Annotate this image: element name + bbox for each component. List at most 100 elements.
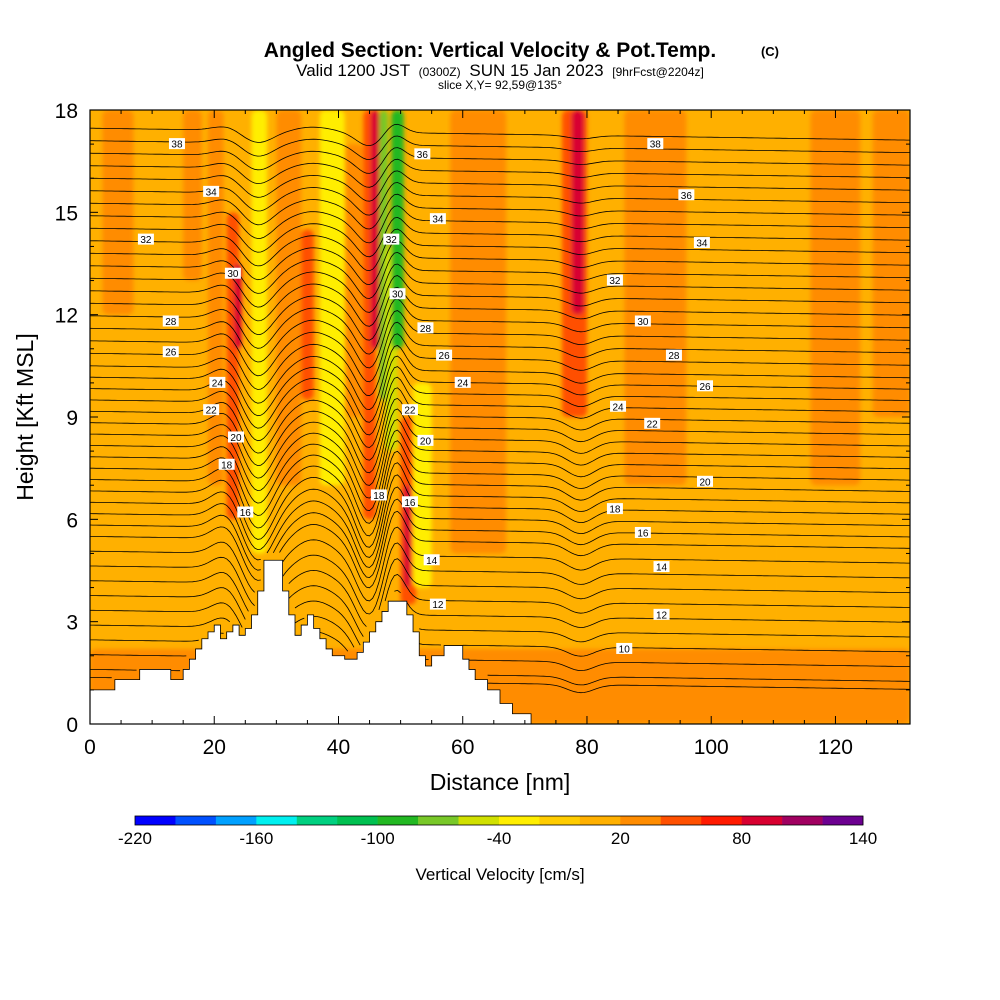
contour-label-text: 12 [432,600,444,611]
colorbar-segment [175,816,217,825]
colorbar-tick-label: 80 [732,829,751,848]
pot-temp-contour-line [90,654,910,672]
pot-temp-contour-line [90,542,910,615]
y-tick-label: 3 [66,612,78,635]
pot-temp-contour-line [90,462,910,548]
x-axis: 0 20 40 60 80 100 120 [84,110,899,759]
y-tick-label: 15 [55,202,78,225]
pot-temp-contour-line [90,333,910,397]
colorbar-label: Vertical Velocity [cm/s] [415,865,584,884]
contour-label: 34 [693,237,710,250]
contour-label-text: 26 [439,351,451,362]
contour-label: 16 [401,496,418,509]
velocity-zone [301,229,314,400]
contour-label-text: 28 [165,317,177,328]
velocity-zone [810,110,861,486]
contour-label: 30 [224,267,241,280]
contour-label-text: 30 [637,317,649,328]
x-tick-label: 60 [451,736,474,759]
colorbar-frame [134,815,864,826]
pot-temp-contour-line [90,376,910,448]
contour-label: 16 [634,526,651,539]
contour-label-text: 20 [699,477,711,488]
y-tick-label: 18 [55,100,78,123]
chart-title: Angled Section: Vertical Velocity & Pot.… [264,39,716,62]
x-axis-label: Distance [nm] [430,769,571,795]
contour-label: 22 [644,417,661,430]
pot-temp-contour-line [90,429,910,512]
colorbar-segment [660,816,702,825]
velocity-zone [872,110,910,417]
contour-label-text: 18 [609,505,621,516]
contour-label-text: 28 [668,351,680,362]
pot-temp-contour-line [90,558,910,627]
pot-temp-contour-line [90,589,910,646]
velocity-zone [413,382,432,588]
contour-label: 20 [417,434,434,447]
subtitle-utc: (0300Z) [419,65,461,79]
pot-temp-contour-line [90,275,910,327]
contour-label-text: 26 [699,382,711,393]
contour-label-text: 22 [206,406,218,417]
colorbar-tick-label: -40 [487,829,512,848]
contour-label-text: 24 [457,378,469,389]
velocity-zone [183,110,202,281]
subtitle-date: SUN 15 Jan 2023 [469,61,603,80]
pot-temp-contour-line [90,397,910,474]
contour-label: 14 [423,554,440,567]
velocity-zones [90,110,910,724]
y-tick-label: 12 [55,305,78,328]
colorbar-segment [135,816,176,825]
pot-temp-contour-line [90,450,910,537]
contour-label-text: 18 [373,491,385,502]
pot-temp-contour-line [90,526,910,602]
contour-label: 24 [209,376,226,389]
pot-temp-contour-line [90,286,910,341]
contour-label: 34 [203,185,220,198]
pot-temp-contours [90,123,910,694]
colorbar-segment [701,816,742,825]
pot-temp-contour-line [90,193,910,230]
contour-label: 28 [665,349,682,362]
plot-area: 38 34 32 30 28 26 24 22 20 18 16 36 34 32 30 28 26 24 22 20… [90,110,910,724]
pot-temp-contour-line [90,574,910,637]
contour-label: 12 [429,598,446,611]
contour-label: 32 [137,233,154,246]
pot-temp-contour-line [90,228,910,272]
colorbar-segment [539,816,581,825]
contour-label-text: 18 [221,460,233,471]
contour-label-text: 24 [612,402,624,413]
pot-temp-contour-line [90,387,910,461]
colorbar-segment [256,816,298,825]
contour-label-text: 12 [656,610,668,621]
x-tick-label: 0 [84,736,96,759]
colorbar-segment [620,816,662,825]
contour-label: 36 [414,148,431,161]
contour-label-text: 22 [404,406,416,417]
pot-temp-contour-line [90,298,910,355]
contour-label-text: 20 [230,433,242,444]
x-tick-label: 100 [694,736,729,759]
contour-label-text: 28 [420,324,432,335]
contour-label: 26 [697,380,713,393]
contour-label-text: 34 [696,239,708,250]
x-tick-label: 80 [575,736,598,759]
pot-temp-contour-line [90,486,910,568]
y-tick-label: 0 [66,714,78,737]
colorbar-tick-label: -100 [361,829,395,848]
contour-label: 24 [454,376,471,389]
pot-temp-contour-line [90,240,910,286]
pot-temp-contour-line [90,170,910,202]
colorbar-segment [215,816,257,825]
contour-label-text: 24 [212,378,224,389]
velocity-zone [319,110,345,486]
colorbar-segment [782,816,823,825]
contour-label-text: 34 [206,187,218,198]
pot-temp-contour-labels: 38 34 32 30 28 26 24 22 20 18 16 36 34 32 30 28 26 24 22 20… [137,138,713,655]
contour-label-text: 16 [240,508,252,519]
contour-label-text: 36 [681,191,693,202]
colorbar: -220 -160 -100 -40 20 80 140 [118,815,877,848]
pot-temp-contour-line [90,205,910,244]
contour-label-text: 14 [426,556,438,567]
